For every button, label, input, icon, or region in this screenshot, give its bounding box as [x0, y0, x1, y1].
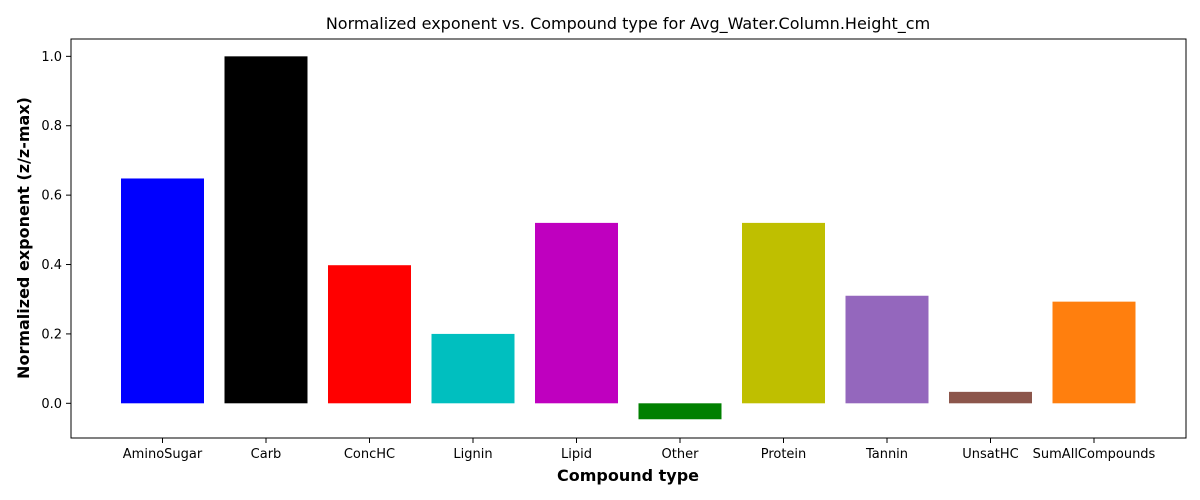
x-tick-label: Carb	[251, 447, 282, 462]
bars-group	[121, 56, 1136, 420]
bar-other	[638, 403, 722, 420]
x-tick-label: Protein	[761, 447, 807, 462]
x-axis-label: Compound type	[557, 466, 699, 485]
x-tick-label: Other	[662, 447, 700, 462]
bar-conchc	[328, 265, 411, 404]
x-tick-label: AminoSugar	[123, 447, 203, 462]
x-tick-label: ConcHC	[344, 447, 395, 462]
y-tick-label: 0.0	[41, 397, 62, 412]
x-tick-label: SumAllCompounds	[1033, 447, 1156, 462]
chart-title: Normalized exponent vs. Compound type fo…	[326, 14, 930, 34]
y-tick-label: 1.0	[41, 50, 62, 65]
x-tick-label: Tannin	[865, 447, 908, 462]
y-tick-label: 0.6	[41, 189, 62, 204]
y-axis: 0.0 0.2 0.4 0.6 0.8 1.0	[41, 50, 71, 412]
y-tick-label: 0.4	[41, 258, 62, 273]
y-tick-label: 0.8	[41, 119, 62, 134]
bar-protein	[742, 222, 825, 404]
y-tick-label: 0.2	[41, 327, 62, 342]
bar-carb	[224, 56, 308, 404]
bar-lipid	[535, 222, 618, 404]
bar-sumallcompounds	[1052, 301, 1136, 404]
x-tick-label: Lignin	[453, 447, 492, 462]
plot-frame	[70, 38, 1187, 439]
x-axis: AminoSugar Carb ConcHC Lignin Lipid Other Prot…	[123, 438, 1156, 462]
x-tick-label: UnsatHC	[962, 447, 1018, 462]
bar-unsathc	[949, 391, 1032, 404]
bar-aminosugar	[121, 178, 204, 404]
x-tick-label: Lipid	[561, 447, 592, 462]
bar-lignin	[431, 333, 515, 404]
y-axis-label: Normalized exponent (z/z-max)	[14, 97, 33, 379]
bar-tannin	[845, 295, 929, 404]
